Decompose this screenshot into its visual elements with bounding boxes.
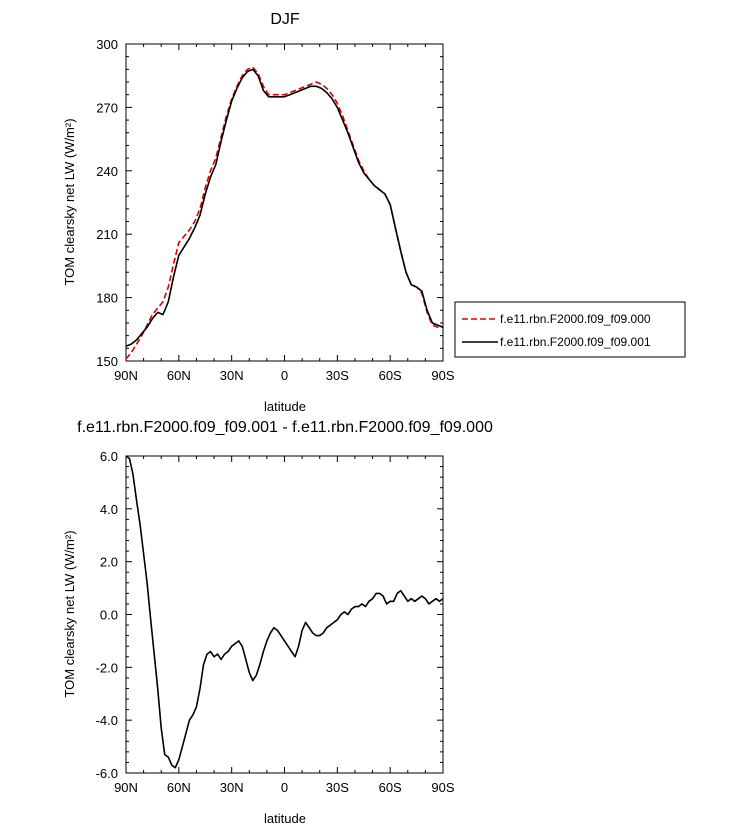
series-line-1 [125,68,444,347]
x-tick-label: 0 [281,780,288,795]
series-line-0 [125,455,444,769]
y-tick-label: -6.0 [96,766,118,781]
y-tick-label: 0.0 [100,608,118,623]
x-tick-label: 60N [167,368,191,383]
legend-label-0: f.e11.rbn.F2000.f09_f09.000 [500,312,651,326]
y-tick-label: -4.0 [96,713,118,728]
bottom-plot-title: f.e11.rbn.F2000.f09_f09.001 - f.e11.rbn.… [77,419,493,436]
y-tick-label: 210 [96,227,118,242]
y-tick-label: 6.0 [100,449,118,464]
x-tick-label: 60S [379,368,402,383]
x-tick-label: 30N [220,368,244,383]
legend-box [454,301,686,358]
top-plot-ylabel: TOM clearsky net LW (W/m²) [62,118,77,285]
y-tick-label: 2.0 [100,555,118,570]
x-tick-label: 30S [326,368,349,383]
top-plot-ticks: 90N 60N 30N 0 30S 60S 90S 150 180 210 240 270 300 [96,37,455,383]
y-tick-label: 300 [96,37,118,52]
top-plot-legend: f.e11.rbn.F2000.f09_f09.000 f.e11.rbn.F20… [454,301,686,358]
x-tick-label: 30N [220,780,244,795]
x-tick-label: 90S [431,780,454,795]
x-tick-label: 0 [281,368,288,383]
y-tick-label: 4.0 [100,502,118,517]
x-tick-label: 60S [379,780,402,795]
bottom-plot-xlabel: latitude [264,811,306,826]
y-tick-label: 150 [96,354,118,369]
series-line-0 [125,66,443,360]
y-tick-label: 270 [96,100,118,115]
x-tick-label: 90S [431,368,454,383]
bottom-plot-ticks: 90N 60N 30N 0 30S 60S 90S -6.0 -4.0 -2.0 0.0 2.0 4.0… [96,449,455,795]
x-tick-label: 90N [114,780,138,795]
x-tick-label: 30S [326,780,349,795]
bottom-plot-ylabel: TOM clearsky net LW (W/m²) [62,530,77,697]
x-tick-label: 90N [114,368,138,383]
bottom-plot: f.e11.rbn.F2000.f09_f09.001 - f.e11.rbn.… [62,419,493,826]
bottom-plot-frame [125,455,444,774]
x-tick-label: 60N [167,780,191,795]
y-tick-label: -2.0 [96,660,118,675]
top-plot: DJF 90N 60N 30N 0 30S 60S 90S 150 180 210 240 270 30… [62,11,686,414]
legend-label-1: f.e11.rbn.F2000.f09_f09.001 [500,335,651,349]
top-plot-frame [125,43,444,362]
top-plot-series [125,66,444,360]
y-tick-label: 240 [96,164,118,179]
bottom-plot-series [125,455,444,769]
top-plot-title: DJF [270,11,300,28]
y-tick-label: 180 [96,291,118,306]
top-plot-xlabel: latitude [264,399,306,414]
